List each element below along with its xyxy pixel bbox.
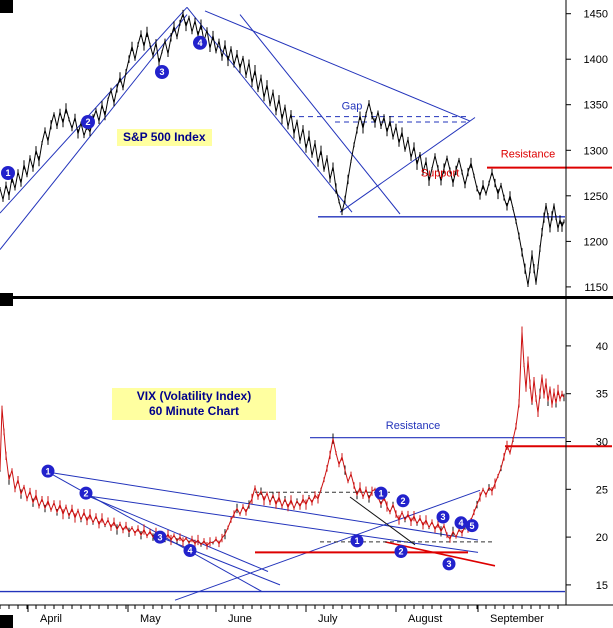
wave-3-number: 3 (159, 67, 164, 77)
trendline (204, 10, 471, 122)
x-axis-month-label: May (140, 613, 161, 625)
annotation-resistance: Resistance (386, 420, 440, 432)
y-axis-tick-label: 35 (596, 389, 608, 401)
y-axis-tick-label: 1200 (584, 236, 608, 248)
trendline (0, 6, 188, 214)
wave-1-marker (41, 464, 55, 478)
wave-3-marker (442, 557, 456, 571)
y-axis-tick-label: 1450 (584, 9, 608, 21)
x-axis-month-label: August (408, 613, 442, 625)
y-axis-tick-label: 1300 (584, 145, 608, 157)
trendline (47, 471, 263, 593)
wave-4-number: 4 (197, 38, 202, 48)
y-axis-tick-label: 15 (596, 580, 608, 592)
wave-4-number: 4 (187, 546, 192, 556)
wave-2-marker (396, 494, 410, 508)
price-series (0, 11, 565, 286)
wave-1-marker (350, 534, 364, 548)
y-axis-tick-label: 40 (596, 341, 608, 353)
sp500-chart-label: S&P 500 Index (117, 129, 212, 146)
wave-4-marker (454, 516, 468, 530)
price-series (0, 331, 565, 547)
wave-3-marker (153, 530, 167, 544)
vix-chart-label: VIX (Volatility Index) 60 Minute Chart (112, 388, 276, 420)
trendline (339, 117, 476, 213)
trendline (47, 471, 479, 541)
pane-0: Gap Resistance Support 1 2 3 4 (0, 6, 612, 287)
wave-3-number: 3 (157, 532, 162, 542)
y-axis-tick-label: 25 (596, 484, 608, 496)
wave-3-marker (155, 65, 169, 79)
trendline (174, 489, 481, 601)
pane-divider (0, 296, 613, 299)
wave-5-marker (465, 519, 479, 533)
wave-2-marker (394, 545, 408, 558)
y-axis-tick-label: 30 (596, 437, 608, 449)
y-axis-tick-label: 1150 (584, 282, 608, 294)
annotation-support: Support (421, 168, 460, 180)
wave-1-number: 1 (378, 488, 383, 498)
pane-resize-handle[interactable] (0, 293, 13, 306)
wave-4-marker (193, 35, 207, 50)
annotation-resistance: Resistance (501, 149, 555, 161)
wave-2-marker (81, 115, 95, 129)
wave-1-number: 1 (5, 168, 10, 178)
trendline (87, 495, 269, 572)
vix-chart-label-line1: VIX (Volatility Index) (136, 389, 252, 403)
wave-2-marker (79, 486, 93, 500)
trendline (159, 536, 281, 586)
scrollbar-corner-handle[interactable] (0, 615, 13, 628)
wave-3-marker (436, 510, 450, 524)
trendline (349, 496, 416, 546)
wave-2-number: 2 (85, 117, 90, 127)
wave-2-number: 2 (83, 488, 88, 498)
y-axis-tick-label: 20 (596, 532, 608, 544)
y-axis-tick-label: 1250 (584, 191, 608, 203)
x-axis-month-label: September (490, 613, 544, 625)
y-axis-tick-label: 1400 (584, 54, 608, 66)
trendline (239, 14, 401, 215)
wave-4-marker (183, 544, 197, 557)
wave-5-number: 5 (469, 521, 474, 531)
wave-4-number: 4 (458, 518, 463, 528)
wave-1-number: 1 (45, 466, 50, 476)
x-axis-month-label: July (318, 613, 338, 625)
x-axis-month-label: April (40, 613, 62, 625)
wave-2-number: 2 (400, 496, 405, 506)
annotation-gap: Gap (342, 100, 363, 112)
wave-1-marker (374, 486, 388, 500)
wave-2-number: 2 (398, 547, 403, 557)
wave-3-number: 3 (440, 512, 445, 522)
wave-1-number: 1 (354, 536, 359, 546)
x-axis-month-label: June (228, 613, 252, 625)
y-axis-tick-label: 1350 (584, 100, 608, 112)
trendline (0, 14, 188, 250)
wave-3-number: 3 (446, 559, 451, 569)
wave-1-marker (1, 166, 15, 180)
vix-chart-label-line2: 60 Minute Chart (148, 404, 239, 418)
top-left-handle[interactable] (0, 0, 13, 13)
